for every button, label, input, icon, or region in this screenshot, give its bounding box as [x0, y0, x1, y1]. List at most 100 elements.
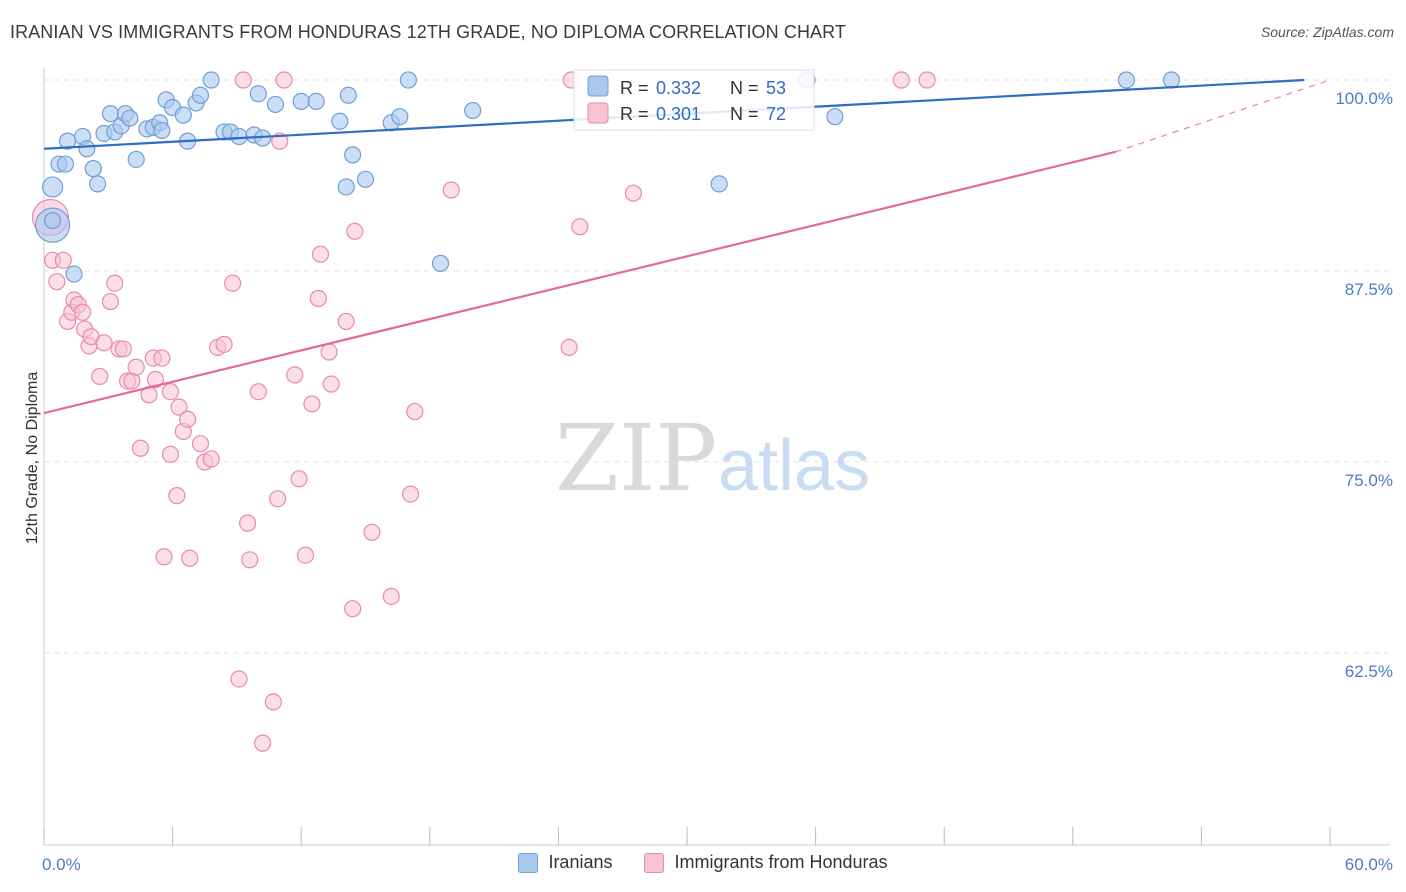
- honduras-point: [249, 383, 267, 401]
- honduras-point: [181, 549, 199, 567]
- stats-legend-box: [573, 69, 815, 131]
- iranians-point: [78, 140, 96, 158]
- honduras-point: [239, 514, 257, 532]
- legend-r-label-iranians: R =: [620, 78, 649, 98]
- series-honduras-points: [31, 71, 936, 752]
- iranians-point: [431, 254, 450, 272]
- honduras-point: [264, 693, 282, 711]
- iranians-point: [356, 170, 375, 188]
- iranians-point: [337, 178, 355, 196]
- legend-swatch-honduras-bottom: [644, 852, 665, 873]
- honduras-point: [131, 439, 150, 457]
- y-tick-label: 75.0%: [1345, 471, 1393, 490]
- y-tick-label: 62.5%: [1345, 662, 1393, 681]
- watermark-atlas: atlas: [718, 426, 870, 506]
- honduras-point: [202, 450, 220, 468]
- series-legend: Iranians Immigrants from Honduras: [0, 852, 1406, 873]
- honduras-point: [560, 338, 578, 356]
- legend-item-honduras[interactable]: Immigrants from Honduras: [644, 852, 888, 873]
- honduras-point: [230, 670, 248, 688]
- axes: [43, 68, 1390, 846]
- honduras-point: [382, 587, 400, 606]
- honduras-point: [101, 292, 120, 311]
- honduras-point: [48, 273, 66, 291]
- honduras-point: [303, 395, 321, 413]
- honduras-point: [275, 71, 293, 89]
- iranians-point: [43, 211, 62, 230]
- honduras-point: [191, 435, 210, 453]
- honduras-point: [406, 402, 424, 421]
- trend-line-honduras-extension: [1115, 79, 1331, 153]
- x-tick-label-min: 0.0%: [42, 855, 81, 874]
- iranians-point: [127, 150, 145, 169]
- legend-item-iranians[interactable]: Iranians: [518, 852, 612, 873]
- iranians-point: [202, 71, 220, 89]
- honduras-point: [155, 548, 173, 566]
- honduras-point: [234, 71, 252, 89]
- stats-legend: R = 0.332 N = 53 R = 0.301 N = 72: [573, 69, 815, 131]
- honduras-point: [179, 410, 197, 428]
- honduras-point: [161, 383, 180, 401]
- iranians-point: [88, 175, 107, 193]
- honduras-point: [442, 181, 460, 199]
- honduras-point: [254, 734, 272, 752]
- honduras-point: [918, 71, 936, 89]
- honduras-point: [401, 485, 420, 503]
- legend-n-label-iranians: N =: [730, 78, 759, 98]
- honduras-point: [95, 334, 113, 352]
- iranians-point: [1162, 71, 1180, 89]
- watermark: ZIP atlas: [555, 405, 870, 512]
- x-tick-labels: 0.0% 60.0%: [42, 855, 1393, 874]
- legend-r-label-honduras: R =: [620, 104, 649, 124]
- honduras-point: [153, 349, 171, 367]
- honduras-point: [363, 523, 381, 541]
- honduras-point: [344, 600, 362, 618]
- honduras-point: [170, 398, 188, 416]
- iranians-point: [826, 108, 844, 126]
- honduras-point: [114, 340, 132, 358]
- honduras-point: [346, 222, 364, 240]
- honduras-point: [127, 358, 145, 376]
- watermark-zip: ZIP: [555, 405, 717, 512]
- honduras-point: [91, 367, 109, 386]
- honduras-point: [290, 470, 308, 488]
- honduras-point: [309, 289, 327, 308]
- honduras-point: [320, 343, 338, 361]
- iranians-point: [266, 95, 285, 114]
- iranians-point: [331, 112, 349, 130]
- honduras-point: [892, 71, 910, 89]
- legend-n-value-honduras: 72: [766, 104, 786, 124]
- y-tick-label: 87.5%: [1345, 280, 1393, 299]
- iranians-point: [191, 86, 210, 104]
- legend-n-value-iranians: 53: [766, 78, 786, 98]
- legend-label-honduras: Immigrants from Honduras: [674, 852, 888, 872]
- honduras-point: [241, 551, 259, 569]
- iranians-point: [84, 160, 102, 178]
- y-axis-label: 12th Grade, No Diploma: [24, 372, 41, 545]
- source-credit: Source: ZipAtlas.com: [1260, 24, 1394, 40]
- honduras-point: [624, 184, 643, 202]
- y-tick-labels: 100.0% 87.5% 75.0% 62.5%: [1335, 89, 1393, 681]
- honduras-point: [73, 303, 92, 321]
- iranians-point: [292, 92, 310, 110]
- legend-label-iranians: Iranians: [548, 852, 613, 872]
- legend-swatch-iranians: [587, 75, 609, 97]
- legend-r-value-iranians: 0.332: [656, 78, 701, 98]
- iranians-point: [174, 106, 192, 124]
- honduras-point: [337, 312, 355, 331]
- chart-title: IRANIAN VS IMMIGRANTS FROM HONDURAS 12TH…: [10, 22, 847, 42]
- legend-n-label-honduras: N =: [730, 104, 759, 124]
- iranians-point: [65, 265, 83, 283]
- iranians-point: [391, 108, 409, 126]
- honduras-point: [571, 218, 589, 236]
- honduras-point: [224, 274, 242, 292]
- iranians-point: [249, 85, 267, 103]
- honduras-point: [161, 445, 180, 463]
- honduras-point: [269, 490, 287, 508]
- iranians-point: [1117, 71, 1135, 89]
- iranians-point: [153, 121, 171, 140]
- honduras-point: [286, 366, 304, 384]
- honduras-point: [322, 375, 340, 393]
- honduras-point: [168, 487, 186, 505]
